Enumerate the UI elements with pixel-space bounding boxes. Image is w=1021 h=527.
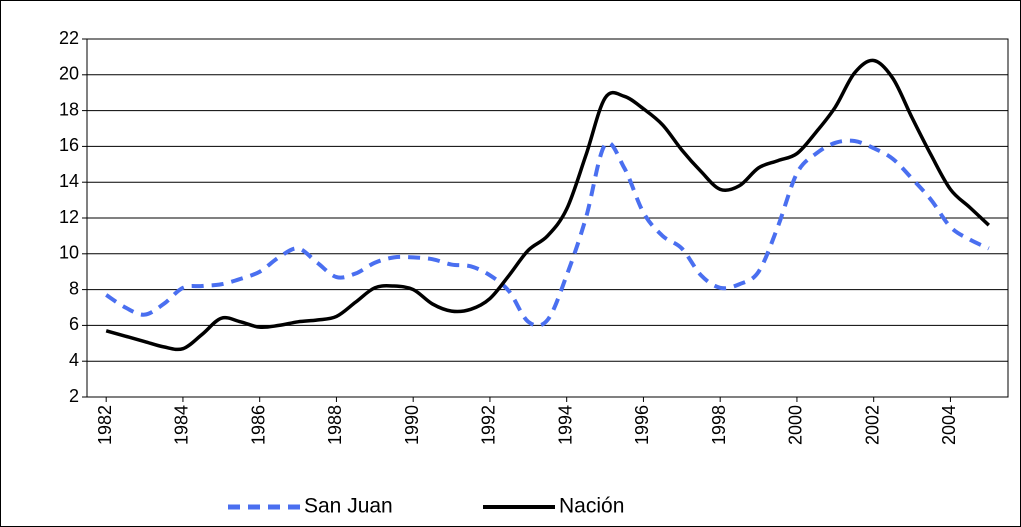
x-tick-label: 1996 — [632, 405, 652, 445]
x-tick-label: 1988 — [325, 405, 345, 445]
x-tick-label: 1984 — [172, 405, 192, 445]
y-tick-label: 12 — [59, 207, 79, 227]
x-tick-label: 1990 — [402, 405, 422, 445]
legend-label: Nación — [559, 495, 624, 518]
y-tick-label: 20 — [59, 64, 79, 84]
y-tick-label: 22 — [59, 28, 79, 48]
x-tick-label: 1986 — [248, 405, 268, 445]
x-tick-label: 2002 — [862, 405, 882, 445]
x-tick-label: 1994 — [555, 405, 575, 445]
x-tick-label: 1992 — [479, 405, 499, 445]
y-tick-label: 16 — [59, 135, 79, 155]
series-line — [105, 58, 991, 352]
series-line — [105, 138, 990, 328]
y-tick-label: 2 — [69, 386, 79, 406]
y-tick-label: 18 — [59, 99, 79, 119]
y-tick-label: 8 — [69, 278, 79, 298]
y-tick-label: 4 — [69, 350, 79, 370]
x-tick-label: 1982 — [95, 405, 115, 445]
x-tick-label: 2004 — [939, 405, 959, 445]
y-tick-label: 14 — [59, 171, 79, 191]
x-tick-label: 1998 — [709, 405, 729, 445]
x-tick-label: 2000 — [786, 405, 806, 445]
legend-label: San Juan — [304, 495, 393, 518]
y-tick-label: 6 — [69, 314, 79, 334]
y-tick-label: 10 — [59, 243, 79, 263]
